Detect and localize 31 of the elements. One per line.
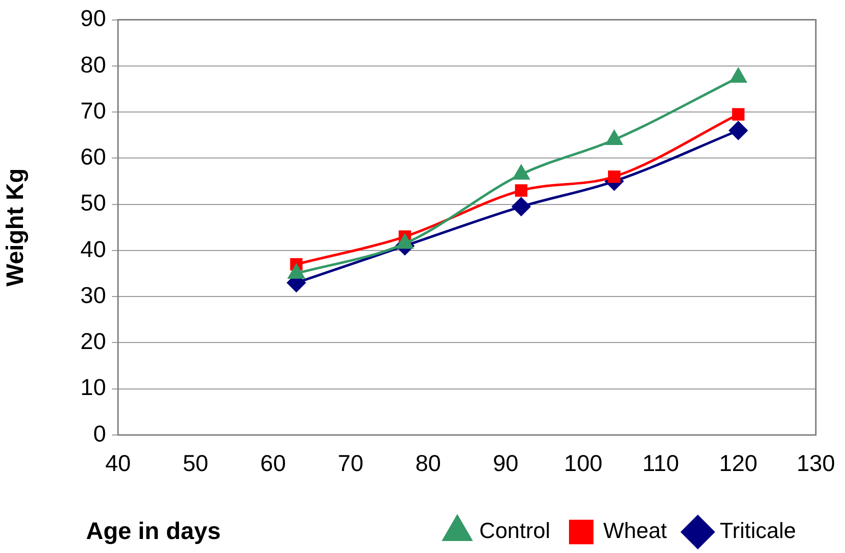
x-tick-label: 50: [182, 450, 208, 476]
y-tick-label: 30: [80, 282, 106, 308]
y-tick-label: 20: [80, 328, 106, 354]
x-tick-label: 130: [796, 450, 835, 476]
x-tick-label: 70: [338, 450, 364, 476]
y-tick-label: 70: [80, 97, 106, 124]
y-tick-label: 50: [80, 190, 106, 216]
y-axis-title: Weight Kg: [2, 168, 30, 287]
point: [729, 121, 748, 140]
y-tick-label: 60: [80, 144, 106, 170]
point: [514, 184, 528, 197]
x-tick-label: 90: [492, 450, 518, 476]
y-tick-label: 10: [80, 374, 106, 400]
point: [732, 108, 744, 121]
point: [512, 197, 530, 216]
x-tick-label: 100: [564, 450, 602, 476]
x-tick-label: 60: [260, 450, 286, 476]
y-tick-label: 80: [80, 51, 106, 78]
legend-label: Wheat: [603, 518, 667, 544]
point: [608, 170, 620, 183]
y-tick-label: 90: [80, 5, 106, 32]
y-tick-label: 40: [80, 236, 106, 262]
legend-label: Control: [479, 518, 550, 544]
legend-label: Triticale: [720, 518, 796, 544]
x-tick-label: 110: [642, 450, 680, 476]
x-tick-label: 40: [105, 450, 131, 476]
y-tick-label: 0: [93, 420, 106, 446]
x-tick-label: 120: [719, 450, 758, 476]
x-tick-label: 80: [415, 450, 441, 476]
point: [730, 68, 746, 83]
x-axis-title: Age in days: [86, 518, 221, 546]
